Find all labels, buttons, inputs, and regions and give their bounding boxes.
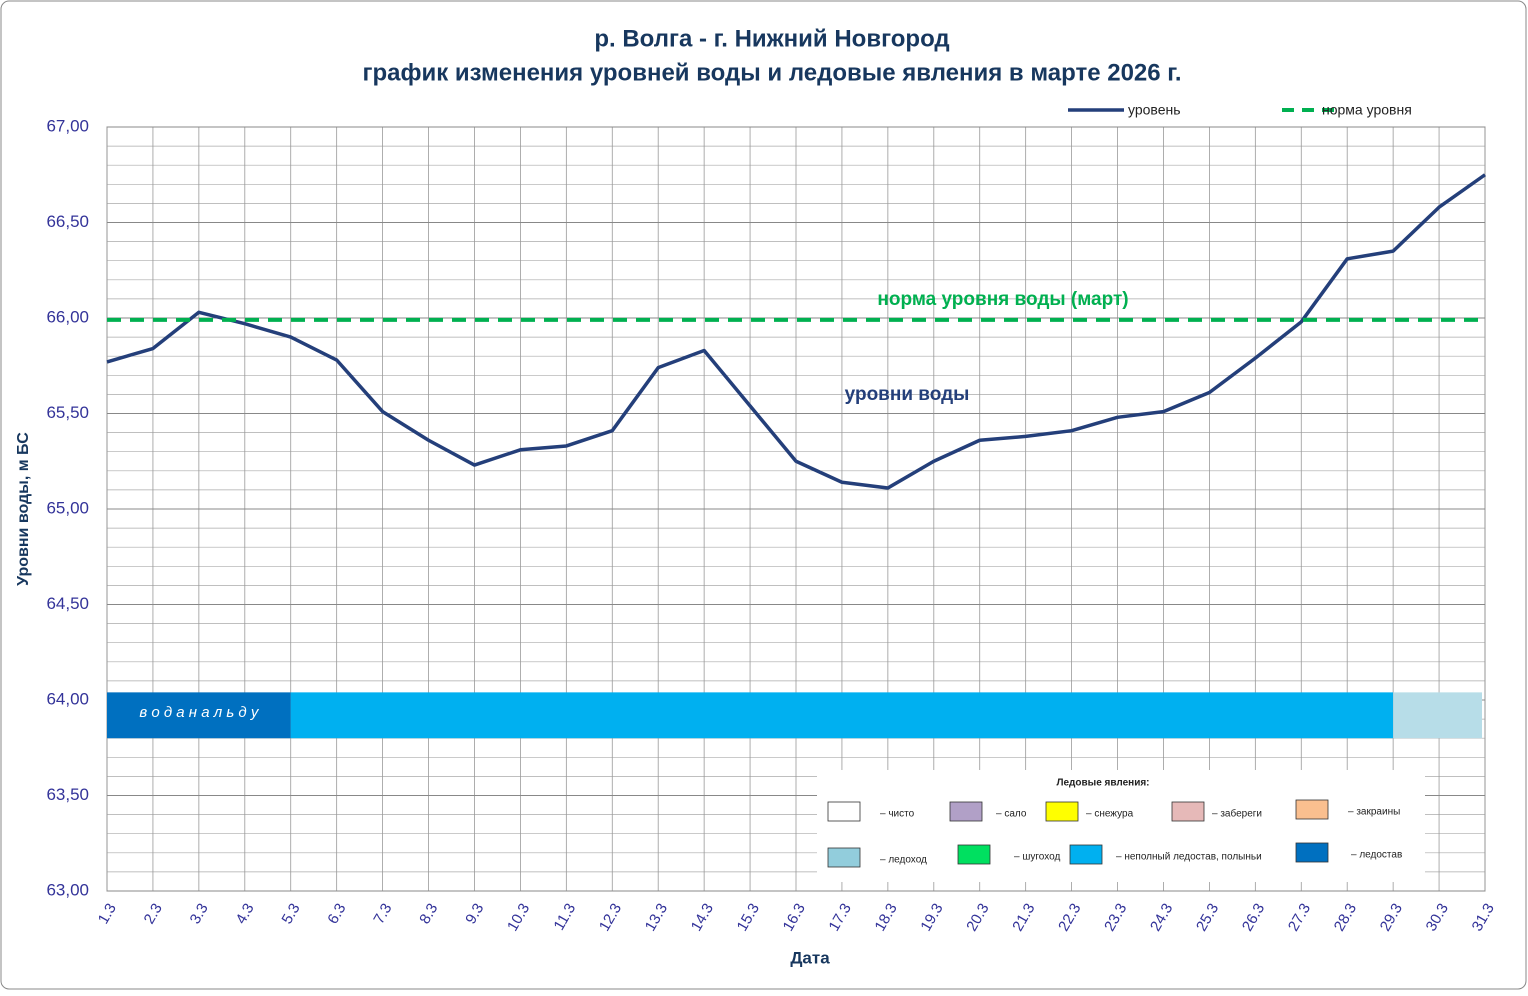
y-tick-label: 64,50: [46, 594, 89, 613]
ice-legend-label: – сало: [996, 809, 1027, 820]
series-line: [106, 173, 1487, 490]
y-tick-label: 67,00: [46, 116, 89, 135]
ice-legend-swatch: [1295, 799, 1329, 820]
y-tick-label: 66,00: [46, 307, 89, 326]
x-axis-title: Дата: [790, 948, 830, 967]
y-tick-label: 64,00: [46, 689, 89, 708]
y-tick-label: 63,50: [46, 785, 89, 804]
ice-legend-label: – ледостав: [1351, 850, 1402, 861]
y-tick-label: 65,00: [46, 498, 89, 517]
ice-legend-swatch: [1069, 844, 1103, 865]
ice-legend-box: [817, 770, 1425, 882]
ice-band: [107, 692, 291, 739]
chart-title: р. Волга - г. Нижний Новгород: [594, 25, 949, 52]
ice-legend-label: – шугоход: [1014, 852, 1060, 863]
annotation: норма уровня воды (март): [877, 289, 1128, 310]
ice-legend-swatch: [1295, 842, 1329, 863]
legend-label: уровень: [1128, 102, 1181, 118]
ice-legend-swatch: [949, 801, 983, 822]
chart-subtitle: график изменения уровней воды и ледовые …: [362, 59, 1181, 86]
ice-legend-label: – чисто: [880, 809, 915, 820]
ice-legend-label: – закраины: [1348, 807, 1400, 818]
ice-legend-label: – забереги: [1212, 808, 1262, 820]
ice-band-label: в о д а н а л ь д у: [139, 704, 260, 721]
ice-legend-label: – неполный ледостав, полыньи: [1116, 852, 1262, 863]
y-axis-title: Уровни воды, м БС: [15, 432, 32, 586]
ice-legend-swatch: [827, 847, 861, 868]
ice-legend-swatch: [957, 844, 991, 865]
y-tick-label: 65,50: [46, 403, 89, 422]
ice-band: [1393, 692, 1482, 739]
ice-band: [290, 692, 1394, 739]
ice-legend-label: – ледоход: [880, 855, 927, 866]
y-tick-label: 63,00: [46, 880, 89, 899]
ice-legend-swatch: [827, 801, 861, 822]
ice-legend-swatch: [1045, 801, 1079, 822]
ice-legend-title: Ледовые явления:: [1056, 778, 1149, 789]
ice-legend-swatch: [1171, 801, 1205, 822]
ice-legend-label: – снежура: [1086, 809, 1134, 820]
annotation: уровни воды: [845, 384, 970, 405]
y-tick-label: 66,50: [46, 212, 89, 231]
legend-label: норма уровня: [1322, 102, 1412, 118]
